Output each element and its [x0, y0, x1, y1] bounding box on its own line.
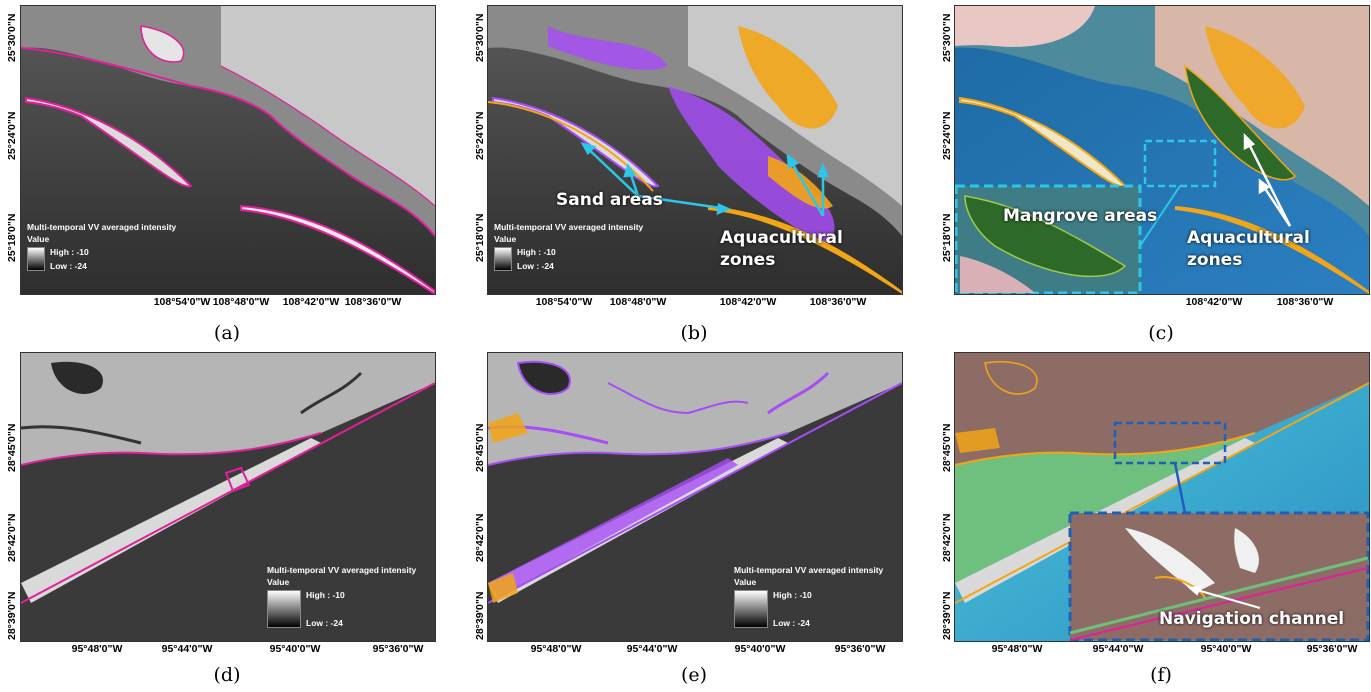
map-b: Sand areas Aquacultural zones Multi-temp… [487, 5, 903, 295]
legend-title: Multi-temporal VV averaged intensity [27, 222, 177, 232]
map-c: Mangrove areas Aquacultural zones [954, 5, 1370, 295]
x-tick: 108°42'0"W [719, 296, 777, 308]
y-tick: 25°30'0"N [6, 13, 18, 62]
aquaculture-orange [738, 26, 838, 129]
caption-c: (c) [1148, 322, 1174, 344]
x-tick: 95°48'0"W [991, 643, 1043, 655]
legend-high: High : -10 [306, 590, 345, 600]
legend-title: Multi-temporal VV averaged intensity [494, 222, 644, 232]
aquaculture-orange [1205, 26, 1305, 129]
navigation-arrow [1187, 585, 1261, 609]
inset-source-box [1113, 421, 1227, 465]
legend-d: Multi-temporal VV averaged intensity Val… [267, 565, 416, 628]
legend-low: Low : -24 [50, 261, 87, 271]
inset-zoom-f [1068, 511, 1369, 641]
y-tick: 25°30'0"N [474, 13, 486, 62]
y-tick: 28°39'0"N [6, 591, 18, 640]
legend-low: Low : -24 [306, 618, 343, 628]
annotation-arrows-c [1243, 132, 1292, 227]
legend-high: High : -10 [50, 247, 89, 257]
legend-title: Multi-temporal VV averaged intensity [734, 565, 884, 575]
y-tick: 25°24'0"N [6, 111, 18, 160]
caption-d: (d) [213, 664, 241, 686]
label-aquacultural: Aquacultural [1187, 228, 1310, 248]
legend-b: Multi-temporal VV averaged intensity Val… [494, 222, 643, 271]
legend-color-ramp [267, 590, 301, 628]
caption-a: (a) [213, 322, 241, 344]
y-tick: 28°39'0"N [941, 591, 953, 640]
x-tick: 108°48'0"W [212, 296, 270, 308]
map-e: Multi-temporal VV averaged intensity Val… [487, 352, 903, 642]
label-zones: zones [720, 250, 776, 270]
x-tick: 95°48'0"W [530, 643, 582, 655]
x-tick: 95°44'0"W [626, 643, 678, 655]
label-zones: zones [1187, 250, 1243, 270]
x-tick: 95°44'0"W [1092, 643, 1144, 655]
x-tick: 108°48'0"W [609, 296, 667, 308]
coastline-a [21, 47, 435, 237]
x-tick: 108°54'0"W [535, 296, 593, 308]
y-tick: 25°24'0"N [474, 111, 486, 160]
legend-high: High : -10 [773, 590, 812, 600]
mangrove-region [1184, 64, 1297, 181]
map-a: Multi-temporal VV averaged intensity Val… [20, 5, 436, 295]
y-tick: 28°45'0"N [941, 423, 953, 472]
x-tick: 108°36'0"W [1276, 296, 1334, 308]
x-tick: 108°42'0"W [1185, 296, 1243, 308]
legend-value-label: Value [267, 577, 290, 587]
x-tick: 108°36'0"W [809, 296, 867, 308]
legend-high: High : -10 [517, 247, 556, 257]
caption-e: (e) [680, 664, 708, 686]
aquaculture-orange [488, 413, 528, 443]
label-mangrove-areas: Mangrove areas [1003, 206, 1158, 226]
legend-value-label: Value [27, 234, 50, 244]
legend-title: Multi-temporal VV averaged intensity [267, 565, 417, 575]
y-tick: 25°18'0"N [941, 213, 953, 262]
x-tick: 95°44'0"W [161, 643, 213, 655]
legend-a: Multi-temporal VV averaged intensity Val… [27, 222, 176, 271]
legend-low: Low : -24 [773, 618, 810, 628]
y-tick: 28°45'0"N [474, 423, 486, 472]
legend-color-ramp [27, 247, 45, 271]
map-f: Navigation channel [954, 352, 1370, 642]
aquaculture-orange [955, 428, 1000, 453]
legend-e: Multi-temporal VV averaged intensity Val… [734, 565, 883, 628]
y-tick: 28°42'0"N [474, 513, 486, 562]
y-tick: 25°30'0"N [941, 13, 953, 62]
legend-value-label: Value [494, 234, 517, 244]
caption-f: (f) [1150, 664, 1172, 686]
y-tick: 28°42'0"N [6, 513, 18, 562]
x-tick: 95°36'0"W [372, 643, 424, 655]
legend-value-label: Value [734, 577, 757, 587]
label-sand-areas: Sand areas [556, 190, 663, 210]
y-tick: 25°18'0"N [6, 213, 18, 262]
y-tick: 28°45'0"N [6, 423, 18, 472]
sand-spit-a [25, 96, 193, 188]
coastline-d [21, 382, 435, 604]
legend-color-ramp [734, 590, 768, 628]
x-tick: 95°40'0"W [734, 643, 786, 655]
map-d: Multi-temporal VV averaged intensity Val… [20, 352, 436, 642]
y-tick: 25°24'0"N [941, 111, 953, 160]
y-tick: 25°18'0"N [474, 213, 486, 262]
x-tick: 95°48'0"W [71, 643, 123, 655]
legend-color-ramp [494, 247, 512, 271]
label-navigation-channel: Navigation channel [1159, 609, 1345, 629]
legend-low: Low : -24 [517, 261, 554, 271]
x-tick: 95°40'0"W [269, 643, 321, 655]
mask-purple [488, 458, 738, 598]
x-tick: 108°54'0"W [153, 296, 211, 308]
annotation-arrows-b [580, 142, 829, 217]
x-tick: 108°36'0"W [344, 296, 402, 308]
x-tick: 95°40'0"W [1200, 643, 1252, 655]
x-tick: 108°42'0"W [282, 296, 340, 308]
y-tick: 28°39'0"N [474, 591, 486, 640]
label-aquacultural: Aquacultural [720, 228, 843, 248]
x-tick: 95°36'0"W [1306, 643, 1358, 655]
x-tick: 95°36'0"W [834, 643, 886, 655]
caption-b: (b) [680, 322, 708, 344]
y-tick: 28°42'0"N [941, 513, 953, 562]
mask-purple [668, 86, 835, 246]
